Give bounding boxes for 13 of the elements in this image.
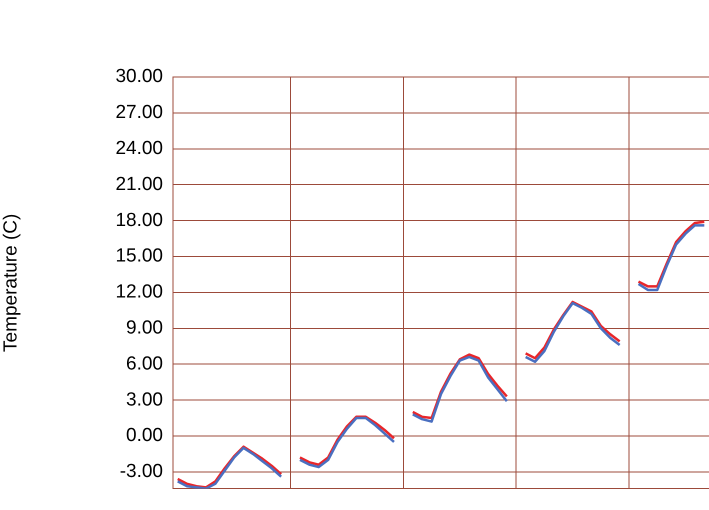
y-tick-label: 0.00 bbox=[126, 425, 163, 446]
y-tick-label: 9.00 bbox=[126, 318, 163, 338]
y-tick-label: 30.00 bbox=[115, 66, 163, 88]
y-tick-label: 27.00 bbox=[115, 102, 163, 124]
y-axis-title: Temperature (C) bbox=[0, 214, 22, 352]
y-tick-label: 3.00 bbox=[126, 389, 163, 410]
y-tick-label: 15.00 bbox=[115, 246, 163, 267]
y-tick-label: 12.00 bbox=[115, 282, 163, 303]
y-tick-label: 21.00 bbox=[115, 174, 163, 195]
y-tick-label: -3.00 bbox=[120, 461, 163, 482]
y-tick-label: 24.00 bbox=[115, 138, 163, 160]
y-tick-label: 6.00 bbox=[126, 353, 163, 374]
y-tick-label: 18.00 bbox=[115, 210, 163, 231]
